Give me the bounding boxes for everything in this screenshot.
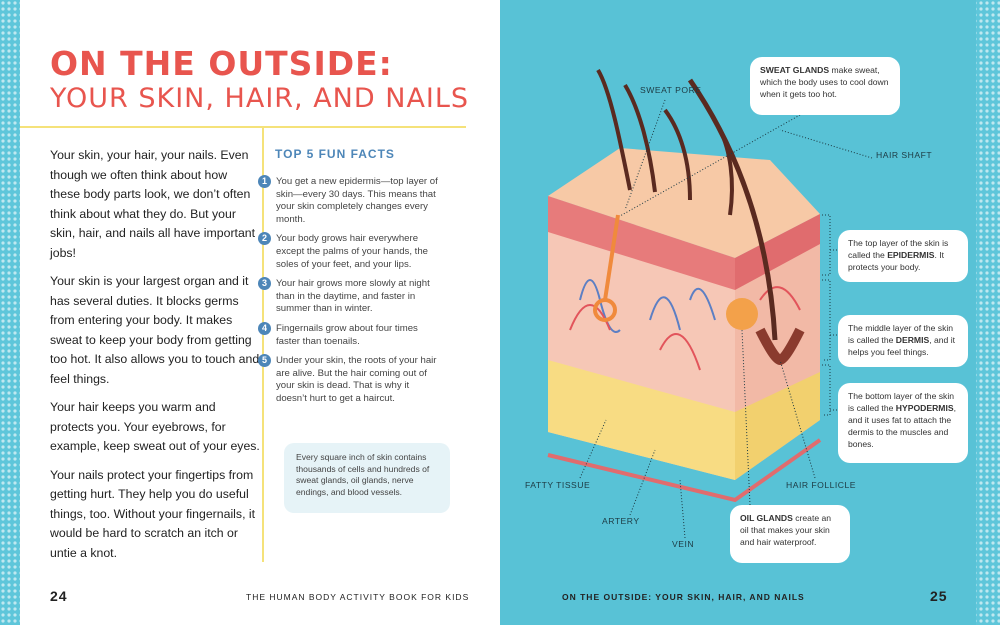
paragraph: Your hair keeps you warm and protects yo… xyxy=(50,400,260,453)
facts-heading: TOP 5 FUN FACTS xyxy=(275,147,395,161)
label: VEIN xyxy=(672,539,695,549)
fact-text: Your hair grows more slowly at night tha… xyxy=(276,278,430,315)
note-box: Every square inch of skin contains thous… xyxy=(284,443,450,513)
running-head: ON THE OUTSIDE: YOUR SKIN, HAIR, AND NAI… xyxy=(562,592,805,602)
fact: 1 You get a new epidermis—top layer of sk… xyxy=(258,175,438,226)
fact-number: 4 xyxy=(258,321,271,335)
callout: The bottom layer of the skin is called t… xyxy=(838,383,968,463)
callout-bold: EPIDERMIS xyxy=(887,250,935,260)
label: HAIR SHAFT xyxy=(876,150,933,160)
title-line1: ON THE OUTSIDE: xyxy=(50,44,393,83)
label: ARTERY xyxy=(602,516,640,526)
fact: 2 Your body grows hair everywhere except … xyxy=(258,232,438,271)
paragraph: Your skin, your hair, your nails. Even t… xyxy=(50,148,256,260)
callout-text: , and it uses fat to attach the dermis t… xyxy=(848,403,956,449)
callout-text: , and it helps you feel things. xyxy=(848,335,956,357)
page-number: 25 xyxy=(930,588,948,604)
label: FATTY TISSUE xyxy=(525,480,591,490)
fact-number: 5 xyxy=(258,354,271,368)
body-text: Your skin, your hair, your nails. Even t… xyxy=(50,146,260,572)
callout-text: The bottom layer of the skin is called t… xyxy=(848,391,955,413)
paragraph: Your skin is your largest organ and it h… xyxy=(50,274,260,386)
paragraph: Your nails protect your fingertips from … xyxy=(50,467,256,560)
label: SWEAT PORE xyxy=(640,85,702,95)
callout-bold: OIL GLANDS xyxy=(740,513,793,523)
callout: OIL GLANDS create an oil that makes your… xyxy=(730,505,850,563)
title-line2: YOUR SKIN, HAIR, AND NAILS xyxy=(50,83,470,114)
skin-diagram xyxy=(547,68,822,503)
fact-text: Your body grows hair everywhere except t… xyxy=(276,233,428,270)
callout-text: The middle layer of the skin is called t… xyxy=(848,323,954,345)
label: HAIR FOLLICLE xyxy=(786,480,857,490)
callout-text: . It protects your body. xyxy=(848,250,945,272)
fact: 5 Under your skin, the roots of your hair… xyxy=(258,354,438,405)
callout-text: The top layer of the skin is called the xyxy=(848,238,949,260)
fact-text: Fingernails grow about four times faster… xyxy=(276,322,418,347)
fact-number: 2 xyxy=(258,232,271,246)
book-title: THE HUMAN BODY ACTIVITY BOOK FOR KIDS xyxy=(246,592,470,602)
callout-text: create an oil that makes your skin and h… xyxy=(740,513,832,547)
page-number: 24 xyxy=(50,588,68,604)
fact-number: 3 xyxy=(258,277,271,291)
callout-bold: HYPODERMIS xyxy=(895,403,954,413)
callout-bold: DERMIS xyxy=(895,335,930,345)
facts-list: 1 You get a new epidermis—top layer of sk… xyxy=(258,175,438,413)
fact-number: 1 xyxy=(258,175,271,188)
fact-text: Under your skin, the roots of your hair … xyxy=(276,355,437,404)
callout: The middle layer of the skin is called t… xyxy=(838,315,968,367)
fact: 3 Your hair grows more slowly at night th… xyxy=(258,277,438,316)
fact-text: You get a new epidermis—top layer of ski… xyxy=(276,176,438,225)
callout: The top layer of the skin is called the … xyxy=(838,230,968,282)
callout-bold: SWEAT GLANDS xyxy=(760,65,830,75)
leader-lines xyxy=(579,99,873,539)
callout-text: make sweat, which the body uses to cool … xyxy=(760,65,889,99)
fact: 4 Fingernails grow about four times faste… xyxy=(258,321,438,348)
callout: SWEAT GLANDS make sweat, which the body … xyxy=(750,57,900,115)
